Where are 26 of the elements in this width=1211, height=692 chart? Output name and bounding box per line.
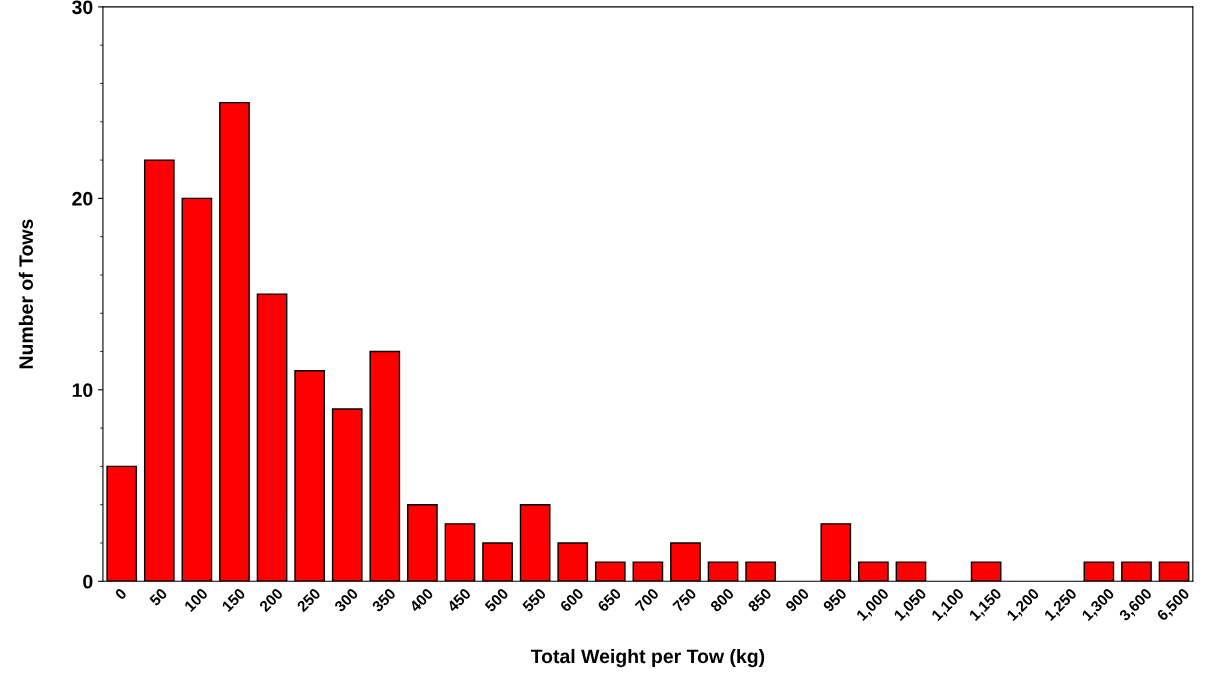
x-axis-title: Total Weight per Tow (kg) xyxy=(530,648,765,668)
y-tick-label: 30 xyxy=(72,0,93,15)
y-tick-label: 0 xyxy=(83,574,93,589)
x-tick-label: 50 xyxy=(148,587,168,607)
x-tick-label: 700 xyxy=(634,587,660,613)
x-tick-label: 750 xyxy=(672,587,697,613)
x-tick-label: 350 xyxy=(371,587,397,613)
x-tick-label: 550 xyxy=(521,587,547,613)
x-tick-label: 450 xyxy=(446,587,472,613)
y-tick-label: 20 xyxy=(72,191,93,206)
x-tick-label: 900 xyxy=(784,587,810,613)
y-tick-label: 10 xyxy=(72,383,93,398)
x-tick-label: 850 xyxy=(747,587,773,613)
x-tick-label: 0 xyxy=(114,587,128,601)
x-tick-label: 800 xyxy=(709,587,735,613)
x-tick-label: 250 xyxy=(296,587,322,613)
x-tick-label: 600 xyxy=(559,587,585,613)
x-tick-label: 150 xyxy=(221,587,246,613)
x-tick-label: 650 xyxy=(596,587,622,613)
y-axis-title: Number of Tows xyxy=(18,219,34,369)
x-tick-label: 300 xyxy=(333,587,359,613)
x-tick-label: 400 xyxy=(408,587,434,613)
x-tick-label: 100 xyxy=(183,587,209,613)
x-tick-label: 200 xyxy=(258,587,284,613)
x-tick-label: 950 xyxy=(822,587,848,613)
x-tick-label: 500 xyxy=(484,587,510,613)
